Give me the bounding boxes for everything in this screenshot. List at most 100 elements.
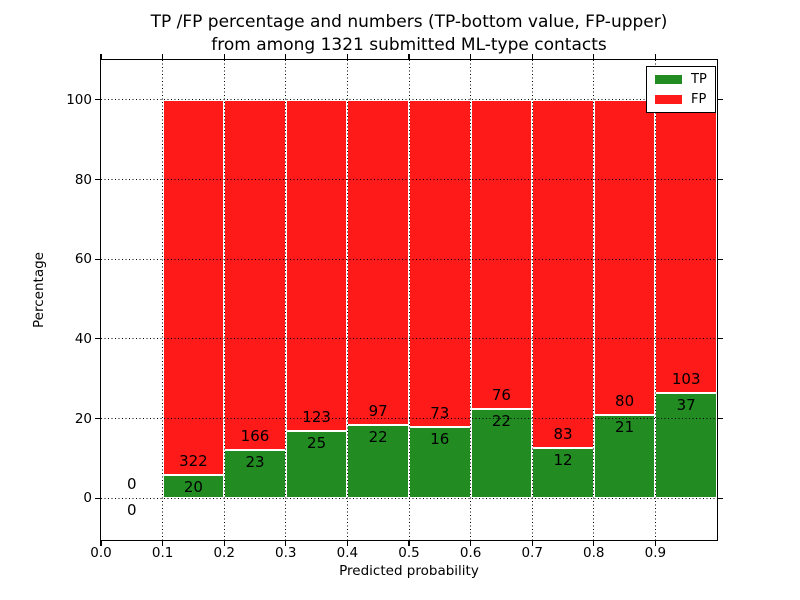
- x-tick-top: [654, 54, 656, 59]
- tp-legend-label: TP: [691, 72, 707, 87]
- y-tick-right: [718, 258, 723, 260]
- y-tick: [95, 417, 100, 420]
- fp-bar-segment: [285, 99, 348, 431]
- tp-count-label: 12: [553, 450, 573, 469]
- x-tick-top: [346, 54, 348, 59]
- fp-bar-segment: [470, 99, 533, 409]
- fp-legend-label: FP: [691, 92, 707, 107]
- fp-bar-segment: [655, 99, 717, 393]
- y-tick-label: 20: [74, 410, 92, 427]
- x-gridline: [285, 60, 287, 540]
- x-gridline: [223, 60, 225, 540]
- y-tick-label: 60: [74, 251, 92, 268]
- x-tick-top: [408, 54, 410, 59]
- y-gridline: [101, 497, 717, 499]
- tp-bar-segment: [655, 392, 717, 499]
- y-gridline: [101, 258, 717, 260]
- x-tick-top: [470, 54, 472, 59]
- chart-title-line2: from among 1321 submitted ML-type contac…: [211, 35, 607, 55]
- x-tick: [100, 541, 102, 546]
- y-tick-right: [718, 338, 723, 340]
- y-tick-right: [718, 417, 723, 420]
- y-gridline: [101, 99, 717, 101]
- legend-entry-fp: FP: [655, 93, 707, 106]
- x-tick-top: [593, 54, 595, 59]
- x-tick: [285, 541, 287, 546]
- x-tick-label: 0.4: [336, 545, 359, 561]
- chart-title: TP /FP percentage and numbers (TP-bottom…: [100, 11, 718, 57]
- x-tick-label: 0.2: [213, 545, 235, 561]
- x-gridline: [654, 60, 656, 540]
- tp-count-label: 0: [127, 501, 137, 520]
- tp-count-label: 20: [183, 477, 203, 496]
- y-tick: [95, 258, 100, 260]
- y-gridline: [101, 338, 717, 340]
- x-tick: [346, 541, 348, 546]
- chart-title-line1: TP /FP percentage and numbers (TP-bottom…: [150, 12, 668, 32]
- fp-bar-segment: [162, 99, 225, 475]
- x-tick: [162, 541, 164, 546]
- x-tick: [470, 541, 472, 546]
- y-tick-label: 40: [74, 330, 92, 347]
- x-tick-label: 0.0: [90, 545, 112, 561]
- x-tick: [593, 541, 595, 546]
- y-tick: [95, 338, 100, 340]
- y-tick: [95, 99, 100, 101]
- tp-count-label: 22: [368, 427, 388, 446]
- x-tick-top: [285, 54, 287, 59]
- tp-legend-swatch: [655, 75, 682, 84]
- fp-count-label: 76: [491, 385, 511, 404]
- x-tick-label: 0.8: [583, 545, 605, 561]
- x-tick-top: [223, 54, 225, 59]
- fp-count-label: 322: [179, 451, 208, 470]
- fp-bar-segment: [593, 99, 656, 416]
- fp-legend-swatch: [655, 95, 682, 104]
- y-gridline: [101, 179, 717, 180]
- x-tick: [654, 541, 656, 546]
- x-tick: [223, 541, 225, 546]
- fp-count-label: 123: [302, 407, 331, 426]
- fp-count-label: 80: [615, 392, 635, 411]
- y-tick-label: 100: [66, 91, 92, 108]
- fp-bar-segment: [409, 99, 471, 427]
- y-tick-right: [718, 178, 723, 181]
- tp-count-label: 23: [245, 452, 265, 471]
- plot-area: 0 0 322 20 166 23 123 25 97 22 73 16 76 22 83 12 80 21 103…: [100, 59, 718, 541]
- y-tick-right: [718, 497, 723, 499]
- fp-bar-segment: [532, 99, 594, 448]
- fp-count-label: 103: [671, 369, 701, 388]
- x-tick-label: 0.5: [398, 545, 420, 561]
- fp-count-label: 97: [368, 401, 388, 420]
- x-tick-top: [162, 54, 164, 59]
- x-tick-top: [100, 54, 102, 59]
- x-tick: [531, 541, 533, 546]
- fp-count-label: 166: [240, 426, 270, 445]
- x-tick-label: 0.3: [275, 545, 297, 561]
- y-tick: [95, 178, 100, 181]
- y-tick-label: 0: [83, 490, 92, 507]
- x-tick-label: 0.7: [521, 545, 543, 561]
- x-tick-label: 0.9: [644, 545, 667, 561]
- tp-count-label: 21: [615, 418, 635, 437]
- y-tick: [95, 497, 100, 499]
- x-tick-label: 0.6: [459, 545, 482, 561]
- legend: TP FP: [646, 66, 716, 113]
- x-gridline: [593, 60, 595, 540]
- x-gridline: [470, 60, 472, 540]
- x-tick-label: 0.1: [151, 545, 174, 561]
- y-gridline: [101, 418, 717, 419]
- tp-bar-segment: [224, 449, 286, 499]
- tp-count-label: 22: [491, 411, 511, 430]
- x-gridline: [408, 60, 410, 540]
- x-axis-label: Predicted probability: [339, 563, 479, 579]
- fp-count-label: 83: [553, 424, 573, 443]
- x-tick-top: [531, 54, 533, 59]
- x-gridline: [162, 60, 164, 540]
- fp-bar-segment: [224, 99, 286, 450]
- tp-count-label: 25: [307, 433, 327, 452]
- tp-bar-segment: [593, 415, 656, 499]
- x-tick: [408, 541, 410, 546]
- legend-entry-tp: TP: [655, 73, 707, 86]
- fp-count-label: 0: [127, 475, 137, 494]
